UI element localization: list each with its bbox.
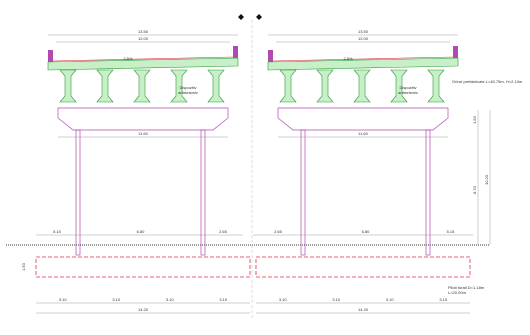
label: 1.50 bbox=[21, 262, 26, 271]
label: 2.5% bbox=[123, 56, 133, 61]
pier bbox=[200, 129, 206, 256]
beam bbox=[133, 69, 151, 103]
label: antiseismic bbox=[398, 90, 418, 95]
label: 3.10 bbox=[332, 297, 341, 302]
label: 3.10 bbox=[386, 297, 395, 302]
barrier bbox=[48, 50, 53, 62]
label: 1.50 bbox=[472, 115, 477, 124]
label: 2.65 bbox=[274, 229, 283, 234]
label: 12.00 bbox=[138, 36, 149, 41]
beam bbox=[279, 69, 297, 103]
label: 11.60 bbox=[138, 131, 148, 136]
symbols bbox=[238, 14, 262, 20]
label: 13.50 bbox=[358, 29, 369, 34]
barrier bbox=[453, 46, 458, 58]
label: Grinzi prefabricate L=40.75m, H=2.10m bbox=[452, 79, 523, 84]
beam bbox=[353, 69, 371, 103]
pier bbox=[75, 129, 81, 256]
deck-slab bbox=[267, 57, 459, 71]
barrier bbox=[268, 50, 273, 62]
pier bbox=[300, 129, 306, 256]
label: 10.20 bbox=[484, 174, 489, 185]
beam bbox=[390, 69, 408, 103]
label: 13.50 bbox=[138, 29, 149, 34]
beam bbox=[96, 69, 114, 103]
label: 3.10 bbox=[112, 297, 121, 302]
label: L=20.00m bbox=[448, 290, 467, 295]
label: 12.00 bbox=[358, 36, 369, 41]
label: 11.60 bbox=[358, 131, 368, 136]
label: 3.10 bbox=[439, 297, 448, 302]
barrier bbox=[233, 46, 238, 58]
label: 2.5% bbox=[343, 56, 353, 61]
beam bbox=[170, 69, 188, 103]
label: Dispozitiv bbox=[179, 85, 196, 90]
label: 3.10 bbox=[219, 297, 228, 302]
label: 3.10 bbox=[279, 297, 288, 302]
pile-cap bbox=[35, 256, 251, 278]
beam bbox=[59, 69, 77, 103]
pavement bbox=[271, 56, 455, 62]
label: 5.15 bbox=[447, 229, 456, 234]
pier-cap bbox=[57, 107, 229, 131]
label: 6.80 bbox=[137, 229, 146, 234]
beam bbox=[207, 69, 225, 103]
label: 5.15 bbox=[53, 229, 62, 234]
label: antiseismic bbox=[178, 90, 198, 95]
beam bbox=[316, 69, 334, 103]
label: 3.10 bbox=[166, 297, 175, 302]
label: 8.70 bbox=[472, 185, 477, 194]
deck-slab bbox=[47, 57, 239, 71]
pile-cap bbox=[255, 256, 471, 278]
pier-cap bbox=[277, 107, 449, 131]
label: 3.10 bbox=[59, 297, 68, 302]
label: 14.20 bbox=[138, 307, 149, 312]
label: 2.65 bbox=[219, 229, 228, 234]
beam bbox=[427, 69, 445, 103]
pavement bbox=[51, 56, 235, 62]
label: Dispozitiv bbox=[399, 85, 416, 90]
label: Piloti forati D=1.18m bbox=[448, 285, 485, 290]
label: 14.20 bbox=[358, 307, 369, 312]
pier bbox=[425, 129, 431, 256]
label: 6.80 bbox=[362, 229, 371, 234]
